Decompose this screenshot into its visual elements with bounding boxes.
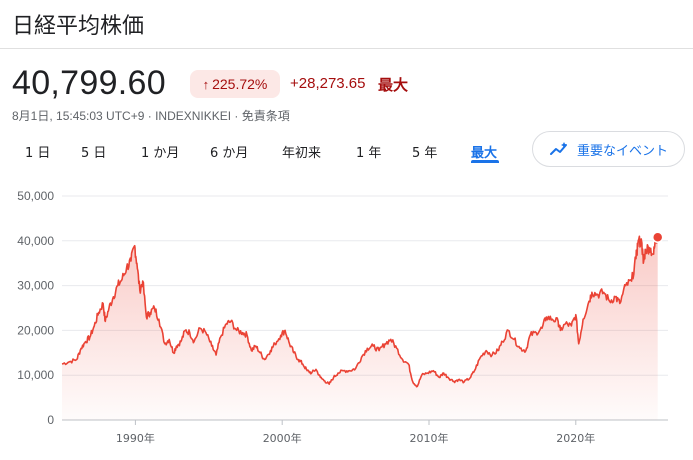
- price-series-line: [61, 235, 659, 388]
- quote-meta: 8月1日, 15:45:03 UTC+9 · INDEXNIKKEI · 免責条…: [12, 109, 290, 123]
- key-events-button[interactable]: 重要なイベント: [532, 131, 685, 167]
- tab-6-month[interactable]: 6 か月: [210, 146, 249, 161]
- tab-5-year[interactable]: 5 年: [412, 146, 438, 161]
- change-percent-badge: ↑ 225.72%: [190, 70, 280, 98]
- trend-sparkle-icon: [549, 142, 567, 155]
- current-price: 40,799.60: [12, 64, 166, 102]
- range-tabs: 1 日 5 日 1 か月 6 か月 年初来 1 年 5 年 最大: [0, 136, 693, 170]
- tab-1-day[interactable]: 1 日: [25, 146, 51, 161]
- x-tick-label: 2000年: [263, 431, 302, 445]
- tab-1-month[interactable]: 1 か月: [141, 146, 180, 161]
- x-tick-label: 2020年: [556, 431, 595, 445]
- y-tick-label: 50,000: [17, 189, 54, 203]
- y-tick-label: 0: [47, 413, 54, 427]
- key-events-label: 重要なイベント: [576, 143, 668, 159]
- arrow-up-icon: ↑: [202, 76, 210, 92]
- tab-ytd[interactable]: 年初来: [282, 146, 322, 161]
- change-percent: 225.72%: [212, 76, 268, 92]
- change-absolute: +28,273.65: [290, 75, 366, 92]
- latest-price-point[interactable]: [651, 231, 664, 243]
- tab-5-day[interactable]: 5 日: [81, 146, 107, 161]
- y-tick-label: 10,000: [17, 368, 54, 382]
- page-title: 日経平均株価: [12, 14, 145, 39]
- price-area-fill: [62, 236, 658, 420]
- x-tick-label: 1990年: [116, 431, 155, 445]
- title-row: 日経平均株価: [0, 0, 693, 49]
- x-tick-label: 2010年: [409, 431, 448, 445]
- y-tick-label: 30,000: [17, 279, 54, 293]
- change-range-label: 最大: [378, 76, 409, 94]
- y-tick-label: 40,000: [17, 234, 54, 248]
- tab-1-year[interactable]: 1 年: [356, 146, 382, 161]
- tab-max[interactable]: 最大: [471, 146, 498, 161]
- y-tick-label: 20,000: [17, 323, 54, 337]
- active-tab-indicator: [471, 160, 499, 163]
